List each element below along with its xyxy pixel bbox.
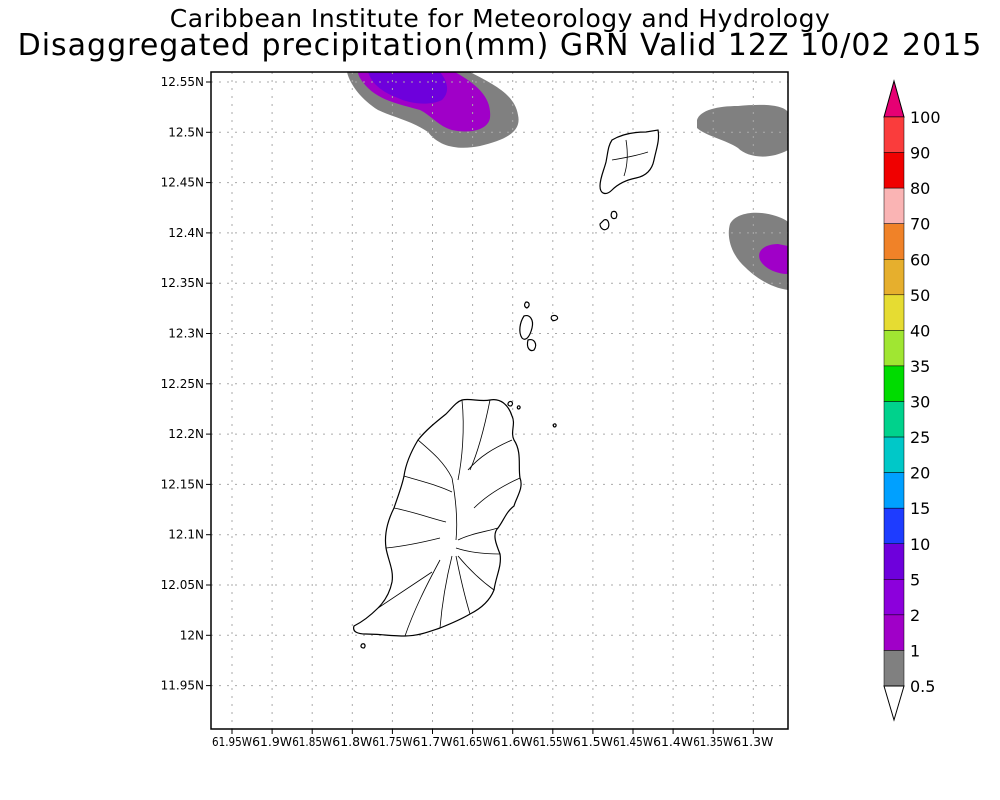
- grenada-island: [353, 398, 522, 637]
- map-subtitle: Disaggregated precipitation(mm) GRN Vali…: [17, 28, 983, 63]
- carriacou-island: [599, 129, 660, 195]
- lon-tick-label: 61.8W: [332, 735, 372, 749]
- precip-shading: [347, 72, 788, 290]
- legend-label: 70: [910, 215, 930, 234]
- legend-color-swatch: [883, 152, 905, 189]
- legend-color-swatch: [883, 330, 905, 367]
- longitude-axis: 61.95W 61.9W 61.85W 61.8W 61.75W 61.7W 61.65W 6…: [212, 729, 773, 749]
- islet-4: [524, 301, 530, 309]
- legend-label: 60: [910, 250, 930, 269]
- legend-label: 1: [910, 641, 920, 660]
- legend-color-swatch: [883, 365, 905, 402]
- legend-label: 15: [910, 499, 930, 518]
- lon-tick-label: 61.4W: [653, 735, 693, 749]
- legend-color-swatch: [883, 543, 905, 580]
- legend-color-swatch: [883, 436, 905, 473]
- islands: [353, 129, 660, 649]
- legend-label: 25: [910, 428, 930, 447]
- legend-color-swatch: [883, 294, 905, 331]
- lat-tick-label: 12.15N: [161, 477, 204, 491]
- map-grid: [211, 72, 788, 729]
- legend-color-swatch: [883, 116, 905, 153]
- petite-martinique-island: [599, 219, 610, 231]
- legend-color-swatch: [883, 401, 905, 438]
- lat-tick-label: 12.2N: [168, 427, 204, 441]
- legend-color-swatch: [883, 650, 905, 687]
- lat-tick-label: 12.5N: [168, 125, 204, 139]
- precip-area-northeast-gray: [697, 104, 788, 157]
- legend-label: 90: [910, 144, 930, 163]
- legend-color-swatch: [883, 507, 905, 544]
- legend-label: 5: [910, 570, 920, 589]
- latitude-axis: 12.55N 12.5N 12.45N 12.4N 12.35N 12.3N 12.25N 1…: [161, 75, 211, 693]
- lat-tick-label: 12.05N: [161, 578, 204, 592]
- islet-2: [526, 339, 537, 352]
- islet-6: [516, 405, 521, 410]
- islet-8: [360, 643, 366, 649]
- precip-area-east-purple: [759, 244, 788, 274]
- legend-color-swatch: [883, 579, 905, 616]
- legend-label: 50: [910, 286, 930, 305]
- map-title: Caribbean Institute for Meteorology and …: [169, 4, 831, 33]
- legend-color-swatch: [883, 259, 905, 296]
- lon-tick-label: 61.35W: [693, 735, 733, 749]
- plot-area: [211, 72, 788, 729]
- lon-tick-label: 61.75W: [372, 735, 412, 749]
- islet-1: [610, 210, 618, 220]
- lat-tick-label: 12.1N: [168, 528, 204, 542]
- island-internal-boundaries: [377, 139, 649, 637]
- lon-tick-label: 61.85W: [292, 735, 332, 749]
- legend-label: 10: [910, 535, 930, 554]
- lon-tick-label: 61.9W: [252, 735, 292, 749]
- lat-tick-label: 12N: [180, 628, 204, 642]
- islet-3: [550, 314, 559, 322]
- lon-tick-label: 61.45W: [613, 735, 653, 749]
- legend-label: 40: [910, 321, 930, 340]
- legend-label: 35: [910, 357, 930, 376]
- islet-5: [507, 400, 514, 407]
- lon-tick-label: 61.95W: [212, 735, 252, 749]
- color-legend: 100 90 80 70 60 50 40 35 30 25 20 15 10 5 2 1 0.5: [883, 79, 941, 722]
- lon-tick-label: 61.7W: [413, 735, 453, 749]
- legend-color-swatch: [883, 614, 905, 651]
- lat-tick-label: 12.35N: [161, 276, 204, 290]
- lat-tick-label: 12.3N: [168, 327, 204, 341]
- lat-tick-label: 12.25N: [161, 377, 204, 391]
- lon-tick-label: 61.65W: [453, 735, 493, 749]
- legend-label: 20: [910, 464, 930, 483]
- lon-tick-label: 61.5W: [573, 735, 613, 749]
- precip-area-north-violet: [368, 72, 448, 104]
- ronde-island: [519, 315, 534, 340]
- legend-color-swatch: [883, 223, 905, 260]
- legend-label: 0.5: [910, 677, 935, 696]
- lat-tick-label: 12.55N: [161, 75, 204, 89]
- legend-label: 100: [910, 108, 941, 127]
- legend-bottom-cap: [883, 685, 905, 722]
- lat-tick-label: 12.45N: [161, 176, 204, 190]
- islet-7: [552, 423, 557, 428]
- lat-tick-label: 11.95N: [161, 679, 204, 693]
- legend-top-cap: [883, 79, 905, 118]
- legend-color-swatch: [883, 472, 905, 509]
- legend-color-swatch: [883, 187, 905, 224]
- plot-frame: [210, 71, 789, 730]
- legend-label: 80: [910, 179, 930, 198]
- legend-label: 30: [910, 393, 930, 412]
- lat-tick-label: 12.4N: [168, 226, 204, 240]
- lon-tick-label: 61.6W: [493, 735, 533, 749]
- lon-tick-label: 61.55W: [533, 735, 573, 749]
- lon-tick-label: 61.3W: [733, 735, 773, 749]
- legend-label: 2: [910, 606, 920, 625]
